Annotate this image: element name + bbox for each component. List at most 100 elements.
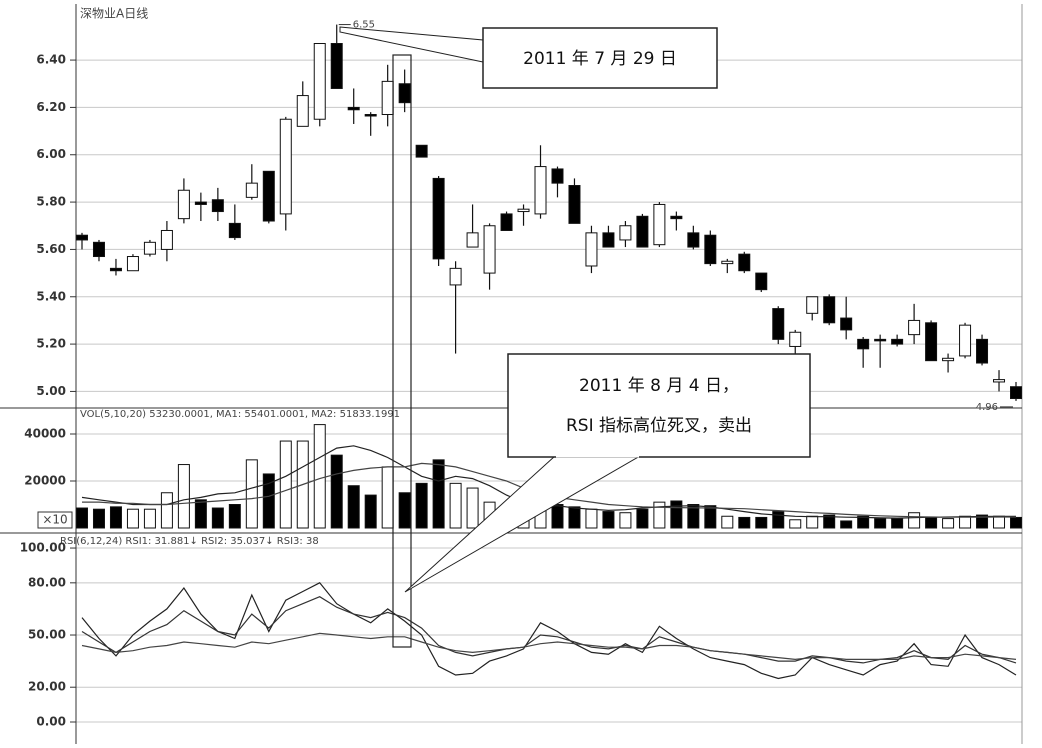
candle-body	[330, 43, 343, 89]
candle-body	[908, 319, 921, 336]
volume-bar	[262, 473, 275, 529]
candle-body	[296, 95, 309, 127]
volume-bar	[925, 516, 938, 529]
volume-bar	[245, 459, 258, 529]
candle-body	[721, 260, 734, 265]
candle-body	[364, 114, 377, 117]
y-tick-label: 5.00	[36, 384, 66, 398]
candle-body	[500, 213, 513, 231]
volume-bar	[330, 454, 343, 529]
volume-bar	[738, 516, 751, 529]
candle-body	[602, 232, 615, 248]
rsi-line	[81, 632, 1017, 661]
volume-bar	[415, 482, 428, 529]
callout-text: RSI 指标高位死叉，卖出	[566, 416, 752, 436]
rsi-legend: RSI(6,12,24) RSI1: 31.881↓ RSI2: 35.037↓…	[60, 536, 319, 547]
y-tick-label: 6.00	[36, 147, 66, 161]
candle-body	[466, 232, 479, 248]
volume-bar	[993, 515, 1006, 529]
volume-bar	[398, 492, 411, 529]
annotation: 4.96	[976, 402, 998, 413]
candle-body	[262, 170, 275, 222]
candle-body	[738, 253, 751, 272]
volume-bar	[211, 507, 224, 529]
candle-body	[874, 338, 887, 342]
y-tick-label: 100.00	[20, 541, 66, 555]
candle-body	[211, 199, 224, 213]
y-tick-label: 5.20	[36, 337, 66, 351]
candle-body	[891, 338, 904, 345]
candle-body	[551, 168, 564, 184]
volume-bar	[891, 518, 904, 529]
volume-bar	[857, 515, 870, 529]
y-tick-label: 6.40	[36, 53, 66, 67]
unit-label: ×10	[42, 513, 67, 527]
candle-body	[449, 267, 462, 286]
y-tick-label: 80.00	[28, 575, 66, 589]
callout-box	[482, 27, 718, 89]
candle-body	[653, 203, 666, 246]
volume-bar	[568, 506, 581, 529]
volume-bar	[823, 514, 836, 529]
volume-bar	[602, 511, 615, 529]
rsi-line	[81, 596, 1017, 664]
candle-body	[517, 208, 530, 213]
volume-bar	[466, 487, 479, 529]
y-tick-label: 5.60	[36, 242, 66, 256]
callout-text: 2011 年 8 月 4 日，	[579, 376, 739, 396]
candle-body	[143, 241, 156, 255]
volume-bar	[194, 499, 207, 529]
candle-body	[806, 296, 819, 314]
candle-body	[755, 272, 768, 291]
candle-body	[789, 331, 802, 347]
candle-body	[160, 229, 173, 250]
candle-body	[636, 215, 649, 248]
volume-bar	[840, 520, 853, 529]
marks: 5.00 5.20 5.40 5.60 5.80 6.00 6.20 6.40 6.55 4.96…	[20, 20, 1022, 729]
candle-body	[925, 322, 938, 362]
volume-bar	[704, 505, 717, 529]
y-tick-label: 20000	[24, 474, 66, 488]
volume-bar	[806, 515, 819, 529]
volume-bar	[109, 506, 122, 529]
candle-body	[534, 166, 547, 215]
volume-bar	[874, 518, 887, 529]
chart-title: 深物业A日线	[80, 7, 148, 21]
candle-body	[76, 234, 88, 241]
candle-body	[228, 222, 241, 239]
volume-legend: VOL(5,10,20) 53230.0001, MA1: 55401.0001…	[80, 409, 400, 420]
volume-bar	[347, 485, 360, 529]
candle-body	[92, 241, 105, 258]
volume-bar	[687, 504, 700, 529]
volume-bar	[942, 518, 955, 529]
volume-bar	[789, 519, 802, 529]
candle-body	[772, 308, 785, 340]
candle-body	[959, 324, 972, 357]
candle-body	[126, 256, 139, 272]
volume-bar	[279, 440, 292, 529]
candle-body	[942, 357, 955, 362]
volume-bar	[177, 464, 190, 529]
candle-body	[585, 232, 598, 267]
y-tick-label: 6.20	[36, 100, 66, 114]
volume-bar	[976, 514, 989, 529]
candle-body	[177, 189, 190, 220]
candle-body	[1010, 386, 1022, 400]
volume-bar	[619, 512, 632, 529]
candle-body	[704, 234, 717, 265]
volume-bar	[228, 504, 241, 529]
callout-box	[507, 353, 811, 458]
volume-bar	[670, 500, 683, 529]
candle-body	[823, 296, 836, 324]
candle-body	[840, 317, 853, 331]
candle-body	[347, 106, 360, 111]
candle-body	[313, 43, 326, 120]
volume-bar	[449, 482, 462, 529]
y-tick-label: 5.80	[36, 195, 66, 209]
candle-body	[619, 225, 632, 241]
y-tick-label: 50.00	[28, 628, 66, 642]
y-tick-label: 5.40	[36, 289, 66, 303]
volume-bar	[551, 504, 564, 529]
volume-bar	[1010, 516, 1022, 529]
